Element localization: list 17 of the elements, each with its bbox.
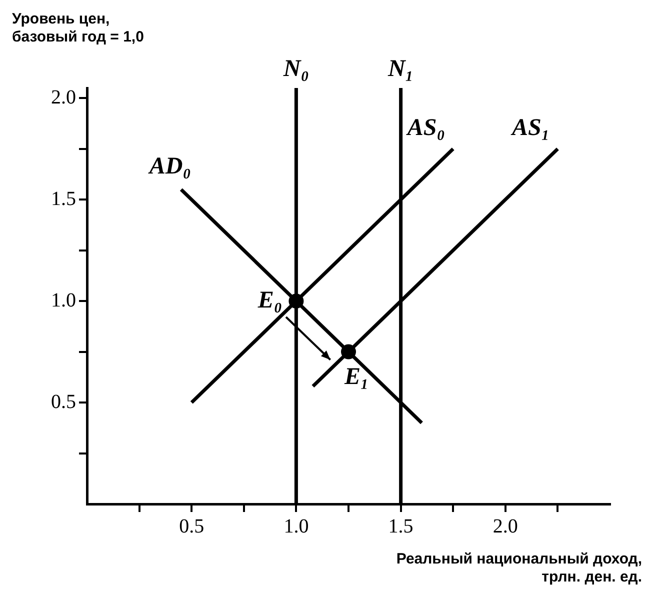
ref-line-label: N₀ (282, 56, 310, 82)
y-tick-label: 2.0 (51, 86, 76, 108)
y-tick-label: 0.5 (51, 390, 76, 413)
y-tick-label: 1.0 (51, 289, 76, 312)
ref-line-label: N₁ (386, 56, 414, 82)
series-label: AS₀ (405, 115, 446, 142)
x-tick-label: 1.5 (388, 515, 414, 538)
y-axis-title: Уровень цен, базовый год = 1,0 (12, 10, 144, 46)
annotation: E₁ (344, 364, 369, 390)
series-label: AD₀ (147, 154, 192, 180)
x-tick-label: 1.0 (284, 515, 309, 538)
x-axis-title: Реальный национальный доход, трлн. ден. ед. (396, 550, 642, 586)
annotation: E₀ (256, 287, 282, 314)
y-tick-label: 1.5 (51, 188, 76, 210)
x-tick-label: 0.5 (179, 515, 204, 538)
x-tick-label: 2.0 (492, 515, 518, 538)
series-label: AS₁ (510, 115, 550, 142)
